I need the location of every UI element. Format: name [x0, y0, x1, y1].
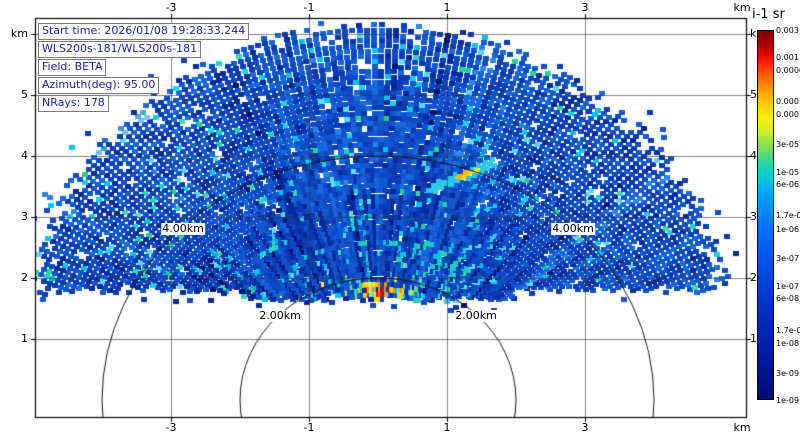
colorbar-tick-label: 1e-06 — [776, 224, 800, 234]
colorbar-tick-label: 1e-09 — [776, 396, 800, 405]
colorbar-tick-label: 0.0001 — [776, 110, 800, 120]
colorbar-title: i-1 sr — [752, 7, 785, 22]
colorbar — [757, 30, 774, 400]
x-tick-label-bottom: -1 — [303, 421, 315, 434]
info-nrays: NRays: 178 — [38, 95, 109, 112]
info-azimuth: Azimuth(deg): 95.00 — [38, 77, 160, 94]
y-tick-label-right: 4 — [750, 149, 757, 162]
y-tick-label-left: 5 — [21, 88, 28, 101]
colorbar-tick-label: 3e-05 — [776, 140, 800, 150]
x-tick-label-bottom: 3 — [581, 421, 589, 434]
x-axis-unit-bottom: km — [733, 421, 751, 434]
y-tick-label-right: 3 — [750, 210, 757, 223]
range-ring-label-2km-left: 2.00km — [258, 309, 302, 322]
colorbar-tick-label: 6e-06 — [776, 180, 800, 190]
x-tick-label-bottom: -3 — [165, 421, 177, 434]
colorbar-tick-label: 1.7e-08 — [776, 325, 800, 335]
y-tick-label-left: 3 — [21, 210, 28, 223]
y-tick-label-left: 1 — [21, 332, 28, 345]
range-ring-label-2km-right: 2.00km — [454, 309, 498, 322]
y-tick-label-left: 2 — [21, 271, 28, 284]
colorbar-tick-label: 0.00017 — [776, 97, 800, 107]
range-ring-label-4km-left: 4.00km — [161, 222, 205, 235]
info-start-time: Start time: 2026/01/08 19:28:33.244 — [38, 23, 250, 40]
x-tick-label-bottom: 1 — [443, 421, 451, 434]
colorbar-tick-label: 1.7e-06 — [776, 211, 800, 221]
info-field: Field: BETA — [38, 59, 107, 76]
colorbar-tick-label: 0.0006 — [776, 65, 800, 75]
colorbar-tick-label: 3e-07 — [776, 254, 800, 264]
info-box: Start time: 2026/01/08 19:28:33.244 WLS2… — [38, 23, 250, 113]
colorbar-tick-label: 1e-05 — [776, 167, 800, 177]
x-tick-label-top: -3 — [165, 1, 177, 14]
x-tick-label-top: -1 — [303, 1, 315, 14]
colorbar-gradient — [758, 31, 773, 399]
range-ring-label-4km-right: 4.00km — [551, 222, 595, 235]
colorbar-tick-label: 1e-08 — [776, 338, 800, 348]
colorbar-tick-label: 6e-08 — [776, 294, 800, 304]
y-tick-label-left: 4 — [21, 149, 28, 162]
y-axis-unit-left: km — [10, 27, 28, 40]
y-tick-label-right: 1 — [750, 332, 757, 345]
x-tick-label-top: 3 — [581, 1, 589, 14]
info-instrument: WLS200s-181/WLS200s-181 — [38, 41, 202, 58]
colorbar-tick-label: 1e-07 — [776, 281, 800, 291]
y-tick-label-right: 2 — [750, 271, 757, 284]
colorbar-tick-label: 0.003 — [776, 26, 799, 35]
x-tick-label-top: 1 — [443, 1, 451, 14]
y-tick-label-right: 5 — [750, 88, 757, 101]
colorbar-tick-label: 3e-09 — [776, 368, 800, 378]
x-axis-unit-top: km — [733, 1, 751, 14]
colorbar-tick-label: 0.001 — [776, 53, 799, 63]
